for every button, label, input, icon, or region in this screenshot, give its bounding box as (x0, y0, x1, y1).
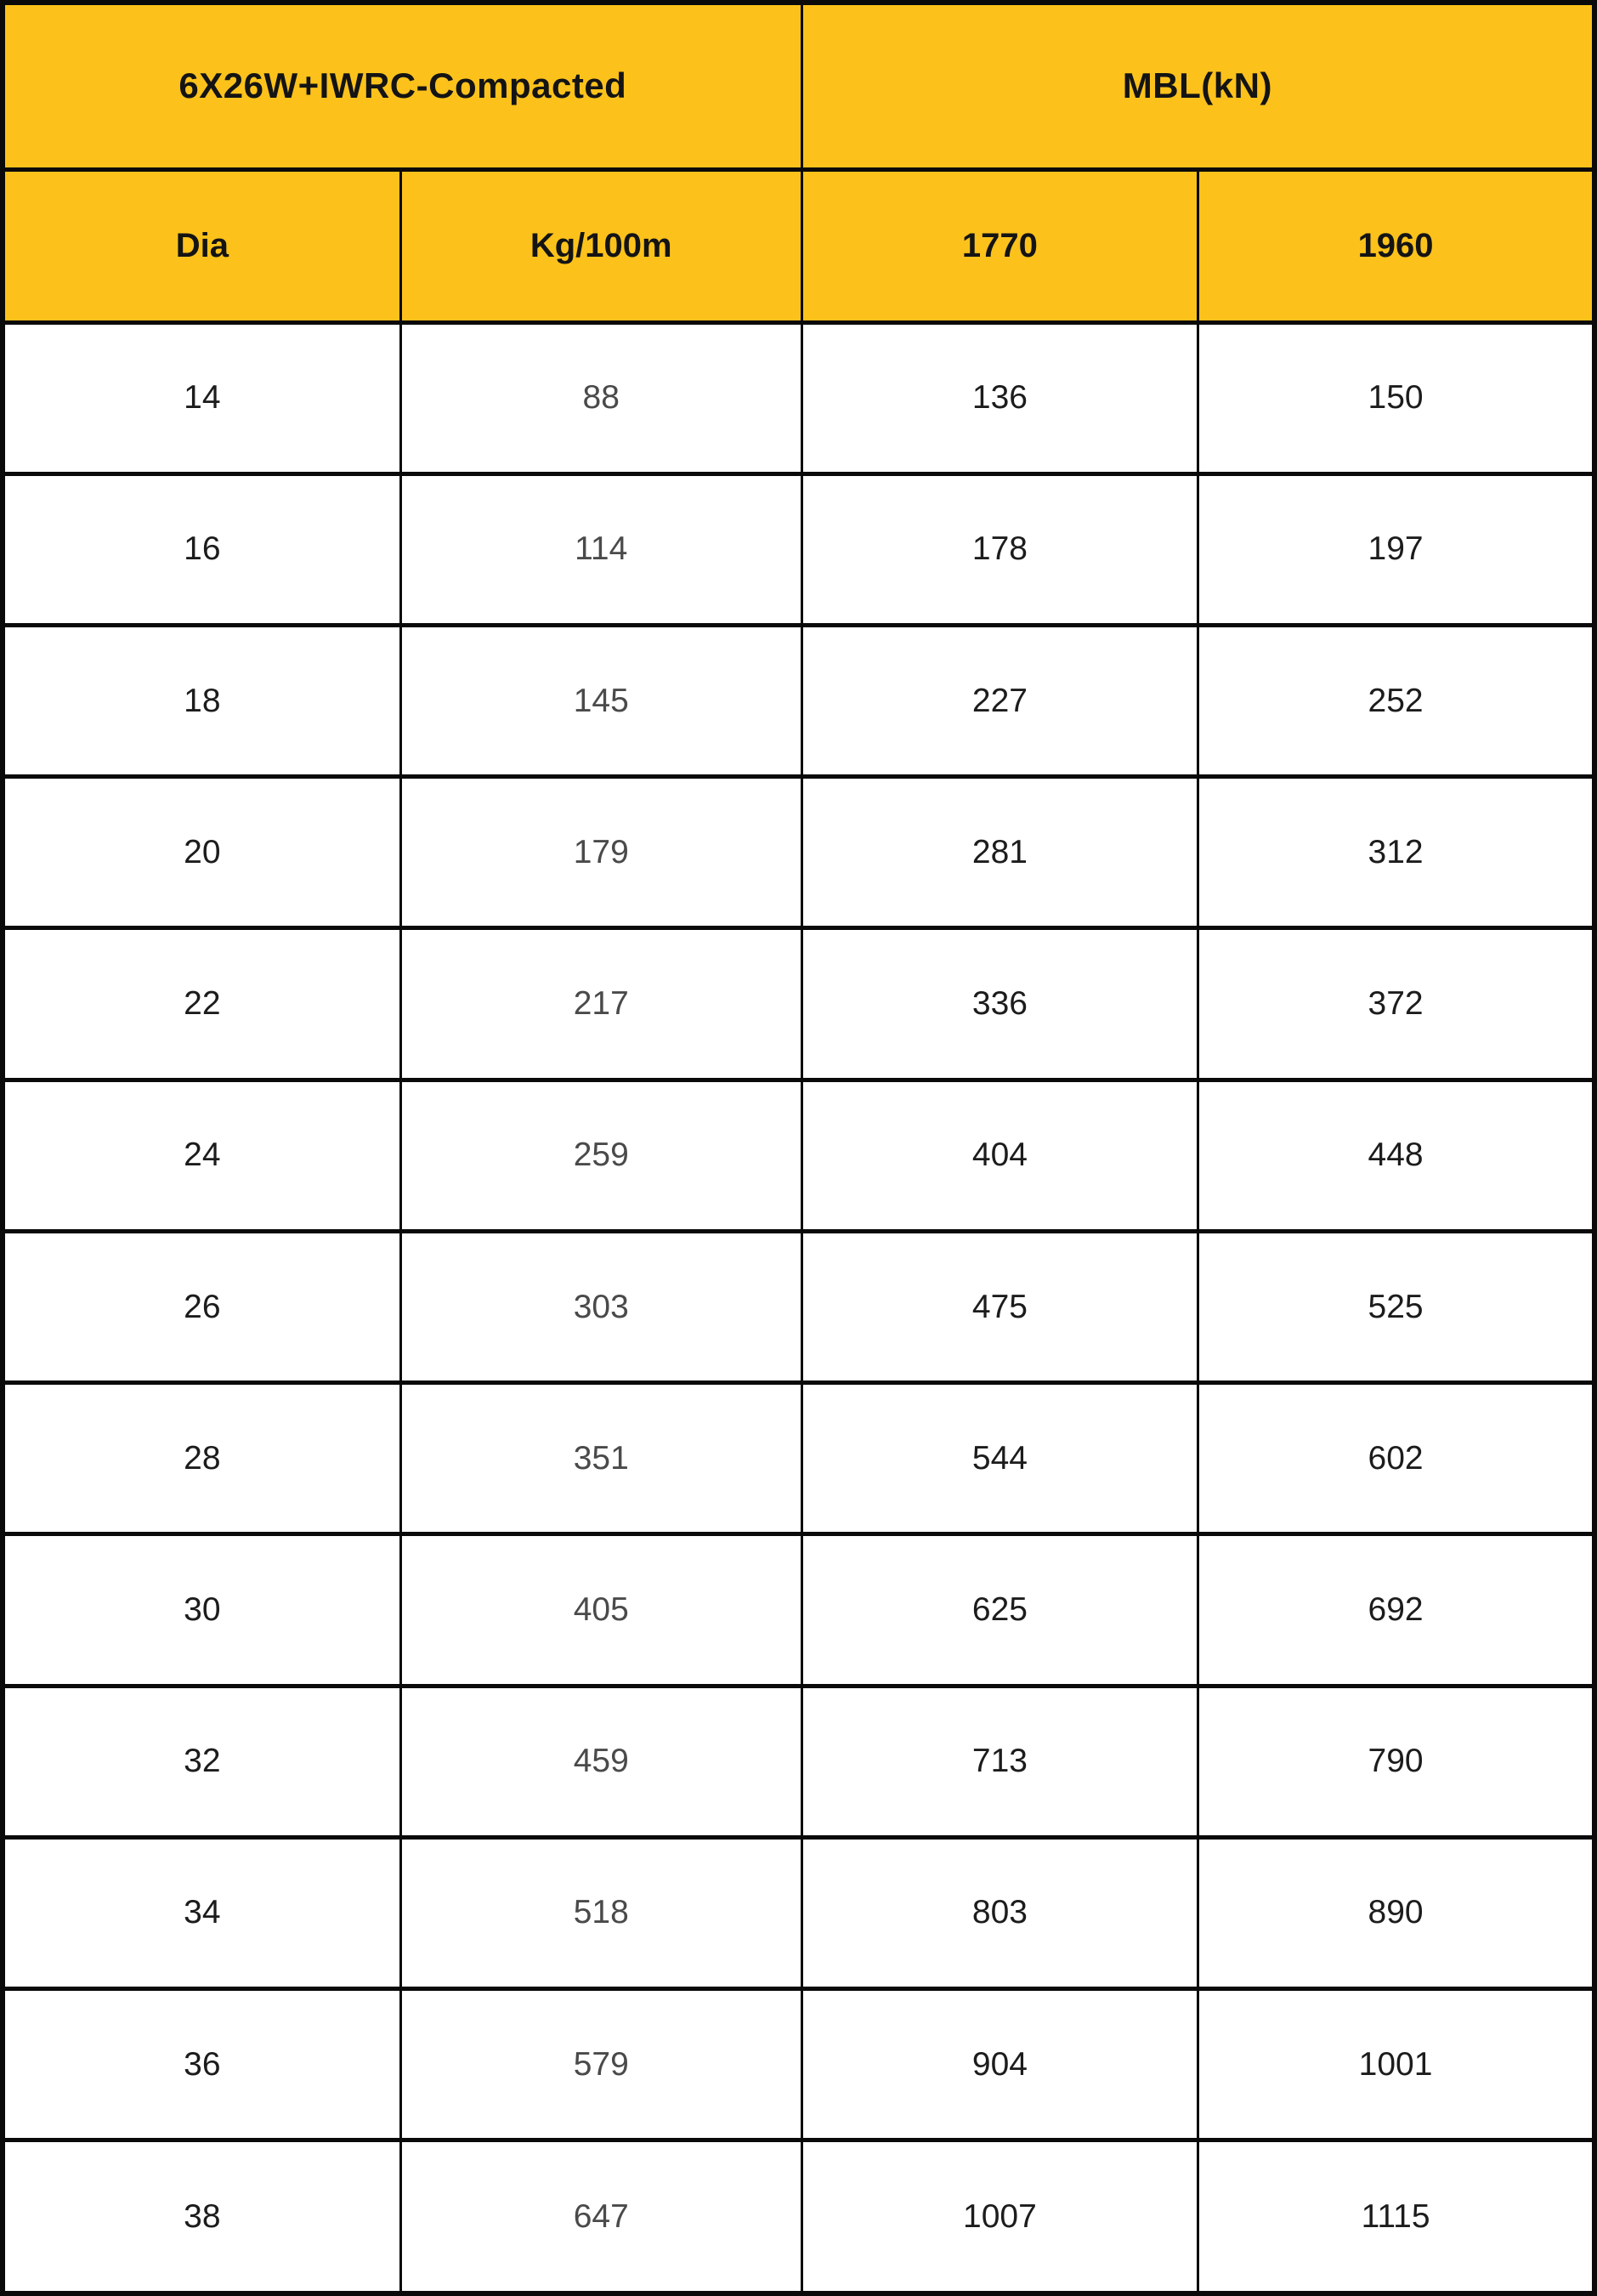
cell-kg-per-100m: 518 (399, 1834, 803, 1992)
cell-dia: 16 (1, 471, 402, 627)
cell-kg-per-100m: 647 (399, 2138, 803, 2296)
cell-mbl-1770: 803 (800, 1834, 1200, 1992)
cell-mbl-1770: 404 (800, 1077, 1200, 1233)
col-header-grade-1960: 1960 (1197, 167, 1596, 325)
table-row: 24 259 404 448 (1, 1077, 1596, 1233)
column-header-row: Dia Kg/100m 1770 1960 (1, 167, 1596, 325)
cell-mbl-1960: 692 (1197, 1532, 1596, 1688)
cell-dia: 28 (1, 1380, 402, 1537)
cell-kg-per-100m: 259 (399, 1077, 803, 1233)
cell-mbl-1770: 281 (800, 774, 1200, 931)
cell-dia: 38 (1, 2138, 402, 2296)
cell-kg-per-100m: 179 (399, 774, 803, 931)
cell-kg-per-100m: 145 (399, 622, 803, 780)
cell-dia: 26 (1, 1228, 402, 1386)
cell-dia: 14 (1, 320, 402, 476)
cell-mbl-1770: 544 (800, 1380, 1200, 1537)
cell-mbl-1770: 904 (800, 1987, 1200, 2143)
cell-mbl-1960: 890 (1197, 1834, 1596, 1992)
table-row: 16 114 178 197 (1, 471, 1596, 627)
table-row: 22 217 336 372 (1, 926, 1596, 1082)
table-header: 6X26W+IWRC-Compacted MBL(kN) Dia Kg/100m… (1, 0, 1596, 325)
table-row: 18 145 227 252 (1, 622, 1596, 780)
table-row: 28 351 544 602 (1, 1380, 1596, 1537)
cell-mbl-1960: 150 (1197, 320, 1596, 476)
table-body: 14 88 136 150 16 114 178 197 18 145 227 252 20 179 281… (1, 320, 1596, 2296)
cell-dia: 32 (1, 1683, 402, 1840)
cell-kg-per-100m: 217 (399, 926, 803, 1082)
cell-kg-per-100m: 405 (399, 1532, 803, 1688)
cell-dia: 20 (1, 774, 402, 931)
col-header-grade-1770: 1770 (800, 167, 1200, 325)
cell-mbl-1770: 227 (800, 622, 1200, 780)
col-header-kg-per-100m: Kg/100m (399, 167, 803, 325)
cell-dia: 30 (1, 1532, 402, 1688)
table-row: 14 88 136 150 (1, 320, 1596, 476)
group-header-row: 6X26W+IWRC-Compacted MBL(kN) (1, 0, 1596, 172)
cell-kg-per-100m: 88 (399, 320, 803, 476)
table-row: 36 579 904 1001 (1, 1987, 1596, 2143)
cell-kg-per-100m: 579 (399, 1987, 803, 2143)
cell-kg-per-100m: 303 (399, 1228, 803, 1386)
cell-mbl-1770: 136 (800, 320, 1200, 476)
group-header-product: 6X26W+IWRC-Compacted (1, 0, 803, 172)
table-row: 30 405 625 692 (1, 1532, 1596, 1688)
table-row: 34 518 803 890 (1, 1834, 1596, 1992)
cell-mbl-1960: 197 (1197, 471, 1596, 627)
table-row: 32 459 713 790 (1, 1683, 1596, 1840)
cell-mbl-1960: 790 (1197, 1683, 1596, 1840)
cell-mbl-1960: 1115 (1197, 2138, 1596, 2296)
table-row: 20 179 281 312 (1, 774, 1596, 931)
cell-dia: 24 (1, 1077, 402, 1233)
cell-mbl-1960: 372 (1197, 926, 1596, 1082)
cell-kg-per-100m: 114 (399, 471, 803, 627)
cell-mbl-1770: 1007 (800, 2138, 1200, 2296)
cell-mbl-1770: 713 (800, 1683, 1200, 1840)
cell-mbl-1770: 178 (800, 471, 1200, 627)
table-row: 38 647 1007 1115 (1, 2138, 1596, 2296)
cell-mbl-1770: 475 (800, 1228, 1200, 1386)
cell-mbl-1960: 525 (1197, 1228, 1596, 1386)
cell-mbl-1960: 312 (1197, 774, 1596, 931)
cell-kg-per-100m: 351 (399, 1380, 803, 1537)
cell-mbl-1770: 336 (800, 926, 1200, 1082)
col-header-dia: Dia (1, 167, 402, 325)
group-header-mbl: MBL(kN) (800, 0, 1596, 172)
cell-dia: 34 (1, 1834, 402, 1992)
cell-mbl-1960: 1001 (1197, 1987, 1596, 2143)
cell-mbl-1960: 602 (1197, 1380, 1596, 1537)
cell-dia: 18 (1, 622, 402, 780)
cell-dia: 22 (1, 926, 402, 1082)
cell-mbl-1770: 625 (800, 1532, 1200, 1688)
cell-mbl-1960: 448 (1197, 1077, 1596, 1233)
cell-dia: 36 (1, 1987, 402, 2143)
table-row: 26 303 475 525 (1, 1228, 1596, 1386)
cell-mbl-1960: 252 (1197, 622, 1596, 780)
cell-kg-per-100m: 459 (399, 1683, 803, 1840)
